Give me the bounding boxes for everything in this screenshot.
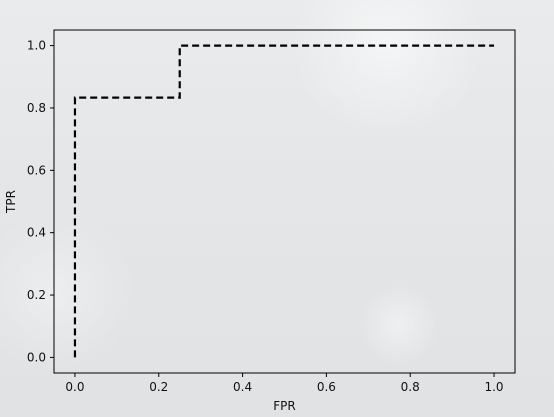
y-tick-label: 0.4 [27,226,46,240]
x-tick-label: 0.2 [149,380,168,394]
x-tick-label: 0.8 [401,380,420,394]
x-tick-label: 0.4 [233,380,252,394]
y-tick-label: 0.6 [27,163,46,177]
y-tick-label: 0.8 [27,101,46,115]
x-axis-label: FPR [273,399,295,413]
x-tick-label: 1.0 [484,380,503,394]
roc-curve-line [73,44,495,358]
y-axis-label: TPR [4,190,18,214]
series-layer [73,44,495,358]
y-tick-label: 1.0 [27,39,46,53]
x-tick-label: 0.0 [65,380,84,394]
x-axis: 0.0 0.2 0.4 0.6 0.8 1.0 [65,373,504,394]
plot-area-frame [53,29,516,374]
y-axis: 0.0 0.2 0.4 0.6 0.8 1.0 [27,39,54,364]
x-tick-label: 0.6 [317,380,336,394]
y-tick-label: 0.0 [27,350,46,364]
y-tick-label: 0.2 [27,288,46,302]
